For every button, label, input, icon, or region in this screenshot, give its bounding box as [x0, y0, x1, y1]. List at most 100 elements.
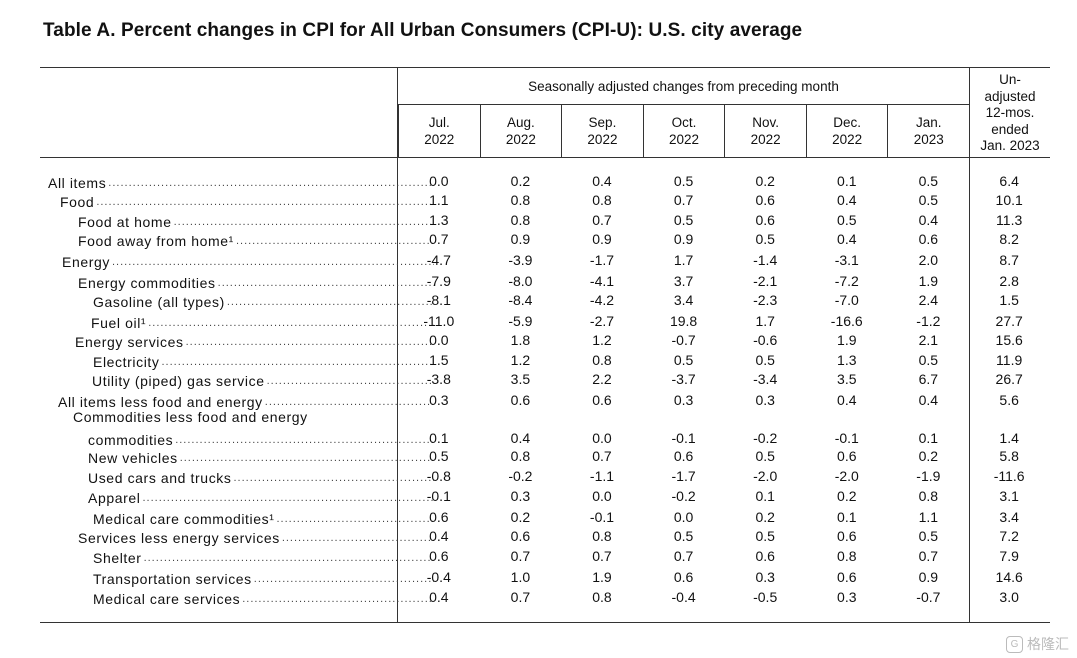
row-label-text: Shelter [93, 550, 142, 566]
value-cell: 0.2 [837, 488, 857, 504]
unadjusted-header-line: 12-mos. [985, 105, 1035, 120]
value-cell: 0.6 [510, 528, 531, 544]
value-cell: 0.1 [918, 430, 939, 446]
value-cell: 0.1 [429, 430, 449, 446]
table-row: Transportation services.................… [40, 567, 1050, 587]
value-cell: 0.0 [592, 430, 612, 446]
value-cell: 6.7 [918, 371, 939, 387]
leader-dots: ........................................… [242, 593, 434, 605]
row-label: New vehicles............................… [88, 446, 434, 466]
value-cell: 0.9 [673, 231, 694, 247]
month-header-month: Jul. [428, 115, 450, 130]
value-cell: 0.0 [429, 332, 449, 348]
value-cell: 0.6 [510, 392, 531, 408]
month-header-month: Oct. [671, 115, 697, 130]
leader-dots: ........................................… [161, 356, 435, 368]
value-cell: 0.6 [673, 448, 694, 464]
value-cell: 0.0 [592, 488, 612, 504]
unadjusted-header: Un-adjusted 12-mos. ended Jan. 2023 [970, 72, 1050, 155]
unadjusted-value-cell: 6.4 [999, 173, 1019, 189]
unadjusted-header-line: Un- [999, 72, 1021, 87]
value-cell: 0.6 [755, 548, 775, 564]
value-cell: 0.2 [510, 173, 531, 189]
value-cell: 0.5 [918, 173, 939, 189]
unadjusted-header-line: Jan. 2023 [980, 138, 1040, 153]
value-cell: 0.8 [510, 212, 531, 228]
value-cell: -1.2 [916, 313, 941, 329]
value-cell: -0.4 [671, 589, 696, 605]
value-cell: -0.1 [589, 509, 615, 525]
value-cell: -0.6 [753, 332, 778, 348]
value-cell: 0.7 [510, 589, 531, 605]
value-cell: 0.6 [918, 231, 939, 247]
row-label-text: Used cars and trucks [88, 470, 232, 486]
value-cell: 1.9 [837, 332, 857, 348]
value-cell: 0.4 [592, 173, 612, 189]
group-header: Seasonally adjusted changes from precedi… [528, 78, 839, 94]
row-label: Energy services.........................… [75, 330, 434, 350]
row-label: Medical care commodities¹...............… [93, 507, 434, 527]
value-cell: -0.1 [426, 488, 451, 504]
value-cell: 0.5 [673, 528, 694, 544]
table-row: Utility (piped) gas service.............… [40, 369, 1050, 389]
value-cell: 1.8 [510, 332, 531, 348]
row-label-text: Transportation services [93, 571, 252, 587]
leader-dots: ........................................… [233, 472, 435, 484]
table-row: All items...............................… [40, 171, 1050, 191]
row-label-text: Energy [62, 254, 110, 270]
leader-dots: ........................................… [235, 235, 434, 247]
value-cell: 0.8 [592, 192, 612, 208]
value-cell: 1.3 [429, 212, 449, 228]
value-cell: 0.4 [918, 212, 939, 228]
value-cell: 0.4 [429, 528, 449, 544]
value-cell: 1.1 [429, 192, 449, 208]
leader-dots: ........................................… [108, 177, 434, 189]
row-label: All items...............................… [48, 171, 434, 191]
value-cell: -8.1 [426, 292, 451, 308]
leader-dots: ........................................… [96, 196, 434, 208]
leader-dots: ........................................… [253, 573, 434, 585]
value-cell: -0.8 [426, 468, 451, 484]
unadjusted-divider [969, 67, 970, 623]
leader-dots: ........................................… [111, 256, 434, 268]
value-cell: -8.0 [508, 273, 533, 289]
value-cell: 0.2 [755, 509, 775, 525]
month-header-year: 2022 [505, 132, 536, 147]
value-cell: 0.3 [510, 488, 531, 504]
value-cell: 0.5 [673, 173, 694, 189]
row-label-text: Energy services [75, 334, 184, 350]
month-header-3: Oct. 2022 [644, 104, 726, 158]
value-cell: 0.7 [592, 212, 612, 228]
unadjusted-value-cell: 7.9 [999, 548, 1019, 564]
month-header-year: 2022 [750, 132, 781, 147]
value-cell: -4.1 [589, 273, 615, 289]
value-cell: 2.1 [918, 332, 939, 348]
value-cell: 0.5 [755, 352, 775, 368]
value-cell: 0.2 [510, 509, 531, 525]
unadjusted-value-cell: 1.4 [999, 430, 1019, 446]
table-row: Energy commodities......................… [40, 271, 1050, 291]
value-cell: -0.1 [834, 430, 859, 446]
value-cell: 0.6 [755, 192, 775, 208]
value-cell: -2.7 [589, 313, 615, 329]
month-header-year: 2022 [424, 132, 455, 147]
value-cell: 0.8 [837, 548, 857, 564]
value-cell: 0.2 [918, 448, 939, 464]
value-cell: 0.7 [592, 548, 612, 564]
row-label: Food....................................… [60, 190, 434, 210]
row-label: Food at home............................… [78, 210, 434, 230]
value-cell: 3.7 [673, 273, 694, 289]
row-label-continued: commodities.............................… [88, 428, 434, 448]
value-cell: -2.0 [753, 468, 778, 484]
row-label-text: commodities [88, 432, 174, 448]
value-cell: 0.6 [755, 212, 775, 228]
value-cell: -0.7 [916, 589, 941, 605]
value-cell: -3.1 [834, 252, 859, 268]
value-cell: 0.4 [918, 392, 939, 408]
value-cell: -7.9 [426, 273, 451, 289]
value-cell: 0.4 [837, 231, 857, 247]
value-cell: -0.5 [753, 589, 778, 605]
value-cell: -5.9 [508, 313, 533, 329]
unadjusted-value-cell: 11.9 [996, 352, 1023, 368]
value-cell: 0.3 [755, 569, 775, 585]
